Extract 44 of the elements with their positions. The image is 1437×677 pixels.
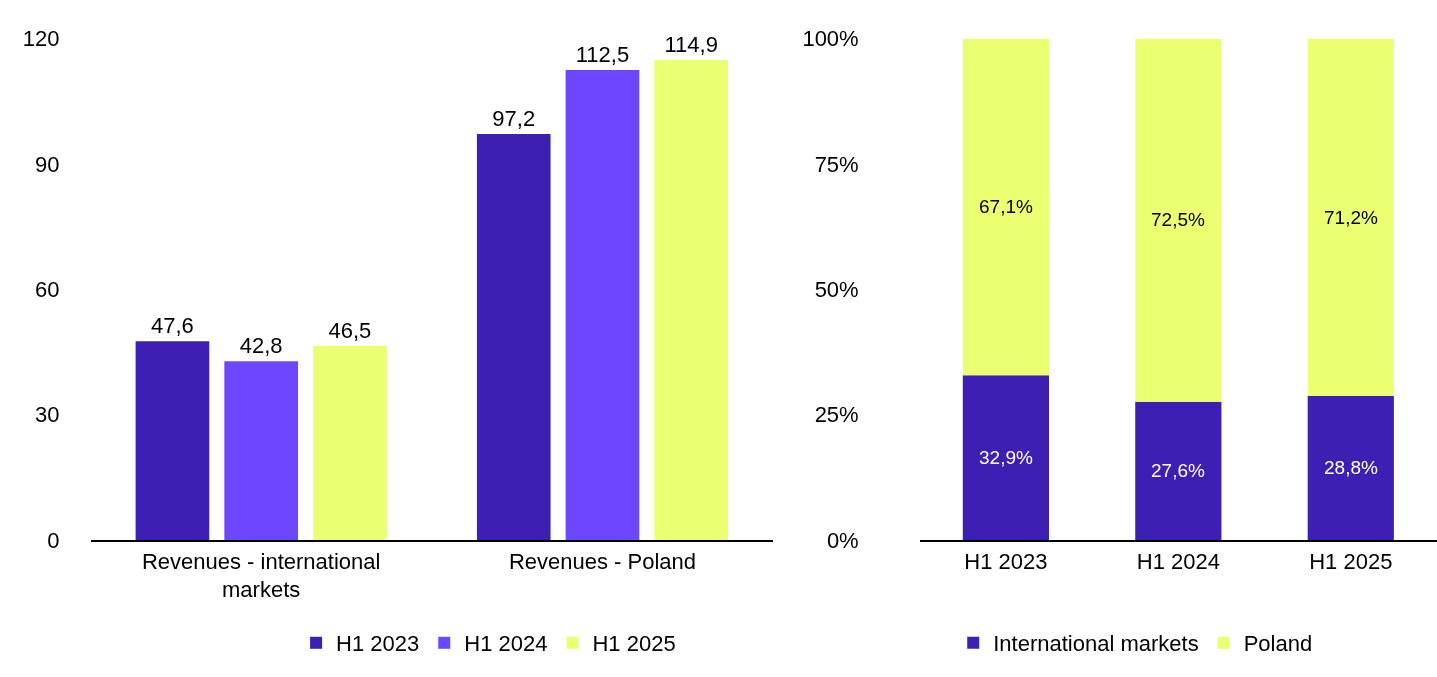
bar <box>135 341 210 541</box>
bar <box>476 133 551 541</box>
bar <box>1135 38 1222 402</box>
data-label: 97,2 <box>492 105 536 131</box>
bar <box>962 38 1050 376</box>
y-tick-label: 0% <box>826 527 859 553</box>
data-label: 46,5 <box>328 317 372 343</box>
y-tick-label: 100% <box>802 26 859 52</box>
bar <box>962 375 1050 541</box>
bar <box>654 60 729 541</box>
x-tick-label: H1 2023 <box>964 548 1048 574</box>
y-tick-label: 25% <box>814 402 859 428</box>
data-label: 112,5 <box>575 42 630 68</box>
legend-label: International markets <box>993 631 1199 657</box>
y-tick-label: 90 <box>35 151 60 177</box>
data-label: 32,9% <box>979 447 1033 468</box>
legend-label: H1 2025 <box>592 631 676 657</box>
legend-label: H1 2023 <box>336 631 420 657</box>
bar <box>1135 401 1222 541</box>
bar <box>565 70 640 541</box>
x-tick-label: H1 2024 <box>1136 548 1220 574</box>
bar <box>1307 38 1394 396</box>
data-label: 28,8% <box>1324 457 1378 478</box>
x-tick-label: H1 2025 <box>1309 548 1393 574</box>
y-tick-label: 75% <box>814 151 859 177</box>
data-label: 27,6% <box>1151 460 1205 481</box>
data-label: 42,8 <box>239 333 283 359</box>
bar <box>1307 395 1394 541</box>
x-tick-label: Revenues - international markets <box>141 548 381 603</box>
y-tick-label: 50% <box>814 277 859 303</box>
data-label: 67,1% <box>979 196 1033 217</box>
y-tick-label: 120 <box>22 26 60 52</box>
y-tick-label: 60 <box>35 277 60 303</box>
data-label: 72,5% <box>1151 209 1205 230</box>
y-tick-label: 30 <box>35 402 60 428</box>
x-tick-label: Revenues - Poland <box>508 548 697 574</box>
bar <box>313 345 387 541</box>
data-label: 114,9 <box>664 32 718 58</box>
data-label: 47,6 <box>151 313 194 339</box>
legend-label: Poland <box>1243 631 1313 657</box>
bar <box>224 361 298 541</box>
data-label: 71,2% <box>1324 207 1378 228</box>
y-tick-label: 0 <box>47 527 60 553</box>
legend-label: H1 2024 <box>464 631 548 657</box>
